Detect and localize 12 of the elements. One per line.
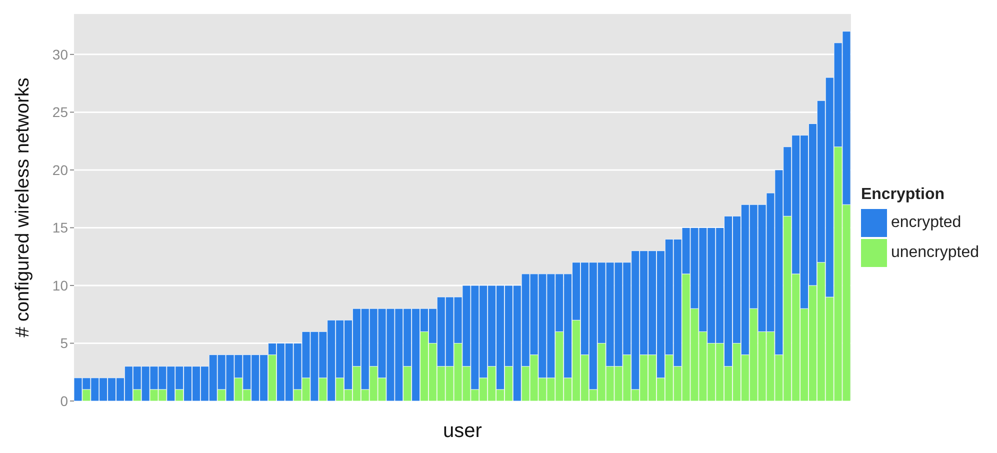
y-tick-label: 10	[52, 277, 68, 294]
y-tick-label: 30	[52, 46, 68, 62]
y-tick-label: 25	[52, 104, 68, 120]
y-tick-label: 5	[60, 335, 68, 352]
y-tick-label: 20	[52, 162, 68, 178]
legend-label: encrypted	[890, 214, 962, 232]
x-axis-title: user	[443, 420, 482, 442]
legend-title: Encryption	[860, 186, 946, 204]
y-axis-title: # configured wireless networks	[12, 78, 34, 338]
y-tick-label: 0	[60, 392, 68, 409]
y-tick-label: 15	[52, 220, 68, 236]
legend-label: unencrypted	[890, 244, 979, 262]
